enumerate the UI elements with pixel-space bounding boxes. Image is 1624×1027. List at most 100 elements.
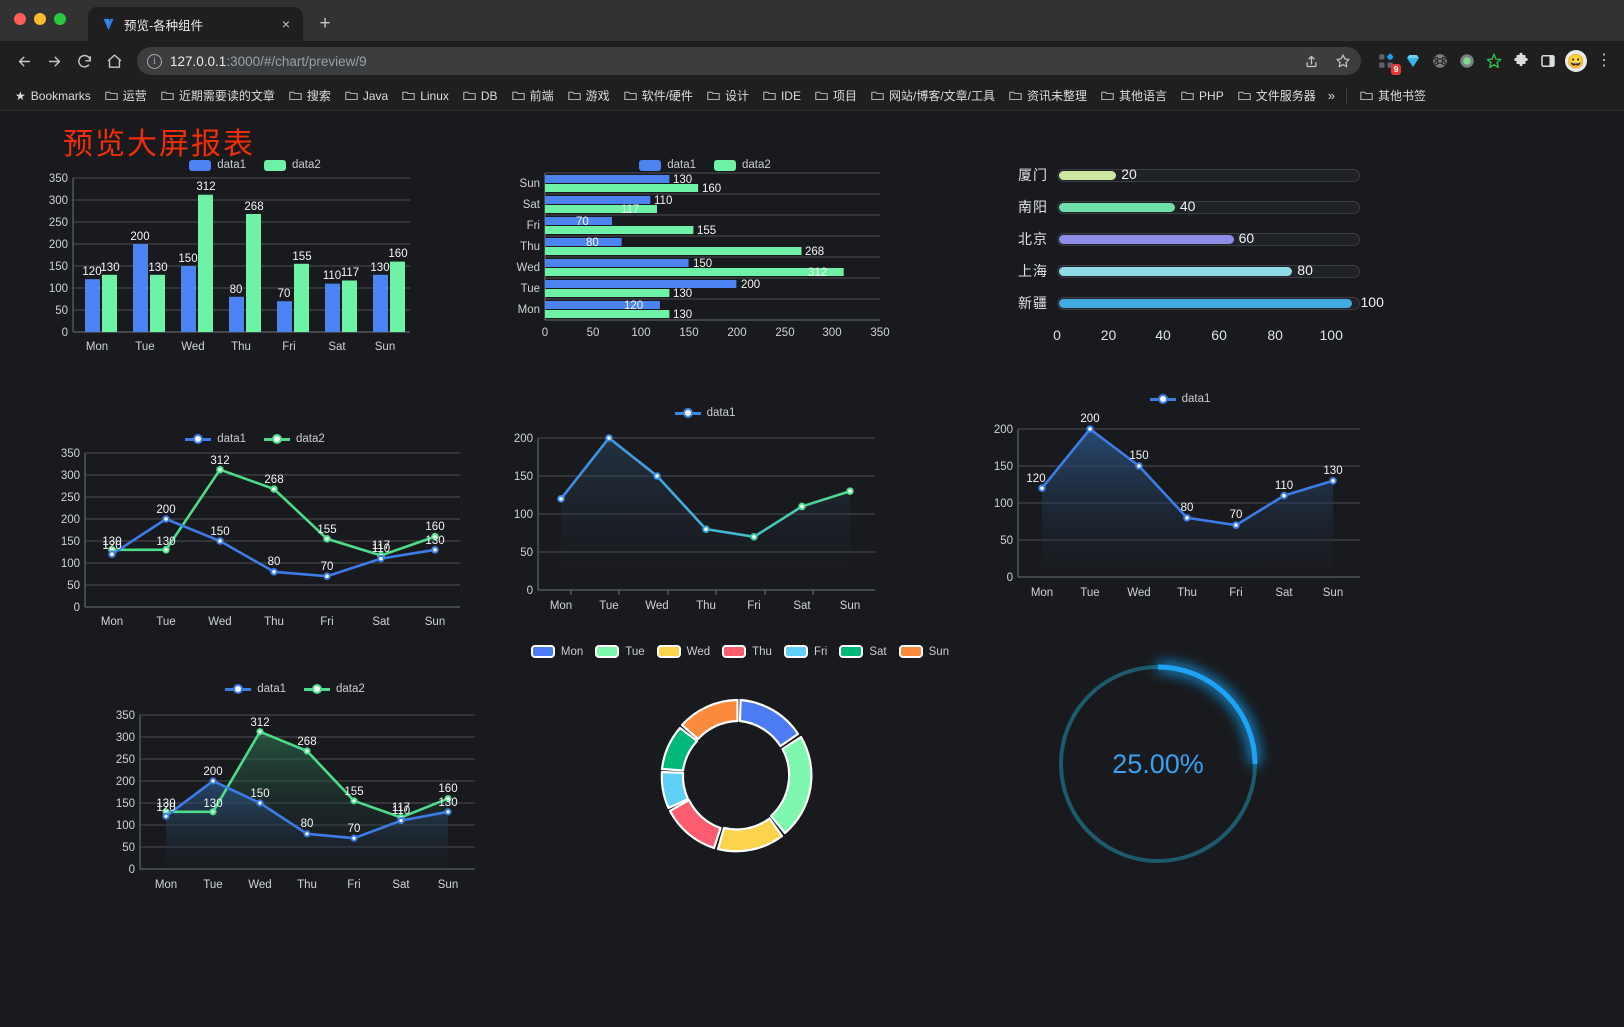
- bookmark-folder[interactable]: IDE: [757, 86, 807, 106]
- bars-data2[interactable]: [545, 184, 844, 318]
- legend-item[interactable]: Sun: [898, 645, 950, 658]
- pie-slice-fri[interactable]: [660, 770, 690, 810]
- command-icon[interactable]: [1430, 51, 1450, 71]
- menu-icon[interactable]: ⋮: [1596, 52, 1612, 69]
- legend-swatch: [189, 159, 212, 171]
- svg-text:110: 110: [1275, 480, 1293, 492]
- new-tab-button[interactable]: +: [319, 13, 331, 34]
- x-tick-labels: Mon Tue Wed Thu Fri Sat Sun: [550, 600, 860, 612]
- svg-text:100: 100: [116, 820, 135, 832]
- bookmark-label: 软件/硬件: [641, 89, 693, 103]
- legend-item[interactable]: data1: [225, 683, 286, 695]
- bookmark-star-icon[interactable]: [1329, 47, 1357, 75]
- bars-data1[interactable]: [85, 244, 388, 332]
- minimize-window-button[interactable]: [34, 13, 46, 25]
- svg-text:160: 160: [425, 521, 444, 533]
- bookmark-folder[interactable]: 其他语言: [1095, 84, 1173, 107]
- legend-item[interactable]: Wed: [656, 645, 710, 658]
- progress-track[interactable]: 20: [1057, 166, 1360, 182]
- bookmark-folder[interactable]: DB: [457, 86, 504, 106]
- pie-slice-tue[interactable]: [769, 735, 813, 835]
- close-window-button[interactable]: [14, 13, 26, 25]
- sidepanel-icon[interactable]: [1538, 51, 1558, 71]
- bookmarks-bar: ★ Bookmarks 运营 近期需要读的文章 搜索 Java Linux DB…: [0, 81, 1624, 111]
- legend-item[interactable]: data1: [189, 159, 246, 171]
- folder-icon: [871, 91, 884, 101]
- pie-slice-sat[interactable]: [660, 726, 699, 772]
- progress-track[interactable]: 80: [1057, 262, 1360, 278]
- legend-label: Sun: [928, 645, 950, 658]
- svg-text:50: 50: [1000, 535, 1013, 547]
- points-data1[interactable]: [162, 777, 452, 842]
- progress-fill: [1059, 170, 1117, 180]
- progress-track[interactable]: 60: [1057, 230, 1360, 246]
- address-bar[interactable]: i 127.0.0.1:3000/#/chart/preview/9: [137, 47, 1361, 75]
- home-icon[interactable]: [100, 47, 128, 75]
- legend-item[interactable]: data2: [714, 159, 771, 171]
- svg-text:200: 200: [1080, 413, 1099, 425]
- bookmark-folder[interactable]: 游戏: [562, 84, 616, 107]
- legend-item[interactable]: Mon: [530, 645, 583, 658]
- legend-item[interactable]: data1: [1149, 393, 1210, 405]
- gauge-value-arc[interactable]: [1157, 664, 1258, 765]
- maximize-window-button[interactable]: [54, 13, 66, 25]
- svg-text:Thu: Thu: [231, 341, 251, 353]
- legend-item[interactable]: Thu: [722, 645, 772, 658]
- window-controls[interactable]: [14, 13, 66, 25]
- bookmark-folder[interactable]: 近期需要读的文章: [155, 84, 281, 107]
- bookmark-folder[interactable]: Linux: [396, 86, 455, 106]
- bookmark-folder[interactable]: Java: [339, 86, 394, 106]
- legend-item[interactable]: data2: [304, 683, 365, 695]
- points-data1[interactable]: [557, 434, 854, 541]
- progress-track[interactable]: 100: [1057, 294, 1384, 310]
- forward-icon[interactable]: [40, 47, 68, 75]
- progress-row: 新疆 100: [1000, 287, 1384, 319]
- legend-item[interactable]: data1: [639, 159, 696, 171]
- legend-item[interactable]: data2: [264, 433, 325, 445]
- bookmarks-root[interactable]: ★ Bookmarks: [9, 86, 97, 106]
- bookmark-folder[interactable]: 项目: [809, 84, 863, 107]
- bookmark-folder[interactable]: 网站/博客/文章/工具: [865, 84, 1001, 107]
- bookmark-folder[interactable]: 运营: [99, 84, 153, 107]
- bookmark-folder[interactable]: 搜索: [283, 84, 337, 107]
- legend-item[interactable]: Sat: [839, 645, 887, 658]
- circle-green-icon[interactable]: [1457, 51, 1477, 71]
- points-data1[interactable]: [108, 515, 439, 580]
- svg-text:268: 268: [805, 246, 824, 258]
- bookmark-folder[interactable]: 资讯未整理: [1003, 84, 1093, 107]
- legend-item[interactable]: data2: [264, 159, 321, 171]
- pie-slice-thu[interactable]: [668, 798, 722, 850]
- bookmark-folder[interactable]: 软件/硬件: [618, 84, 699, 107]
- puzzle-icon[interactable]: [1511, 51, 1531, 71]
- bookmarks-overflow-button[interactable]: »: [1327, 88, 1335, 103]
- bookmark-folder[interactable]: 文件服务器: [1232, 84, 1322, 107]
- other-bookmarks-folder[interactable]: 其他书签: [1354, 84, 1432, 107]
- pie-slice-sun[interactable]: [680, 698, 739, 741]
- reload-icon[interactable]: [70, 47, 98, 75]
- extensions-grid-icon[interactable]: 9: [1376, 51, 1401, 75]
- progress-fill: [1059, 234, 1234, 244]
- progress-track[interactable]: 40: [1057, 198, 1360, 214]
- bookmark-folder[interactable]: 前端: [506, 84, 560, 107]
- bars-data2[interactable]: [102, 194, 405, 332]
- close-icon[interactable]: ×: [281, 16, 291, 32]
- avatar[interactable]: 😀: [1565, 50, 1587, 72]
- legend-item[interactable]: Fri: [783, 645, 827, 658]
- bars-data1[interactable]: [545, 175, 737, 309]
- star-outline-icon[interactable]: [1484, 51, 1504, 71]
- legend-swatch: [639, 159, 662, 171]
- legend-item[interactable]: data1: [185, 433, 246, 445]
- points-data1[interactable]: [1038, 425, 1337, 529]
- bookmark-folder[interactable]: PHP: [1175, 86, 1230, 106]
- pie-slice-mon[interactable]: [738, 698, 800, 748]
- legend-item[interactable]: Tue: [595, 645, 645, 658]
- share-icon[interactable]: [1297, 47, 1325, 75]
- svg-text:Sat: Sat: [793, 600, 811, 612]
- diamond-icon[interactable]: [1403, 51, 1423, 71]
- legend-item[interactable]: data1: [674, 407, 735, 419]
- bookmark-folder[interactable]: 设计: [701, 84, 755, 107]
- back-icon[interactable]: [10, 47, 38, 75]
- site-info-icon[interactable]: i: [147, 53, 162, 69]
- pie-slice-wed[interactable]: [716, 817, 784, 853]
- browser-tab[interactable]: 预览-各种组件 ×: [88, 7, 303, 41]
